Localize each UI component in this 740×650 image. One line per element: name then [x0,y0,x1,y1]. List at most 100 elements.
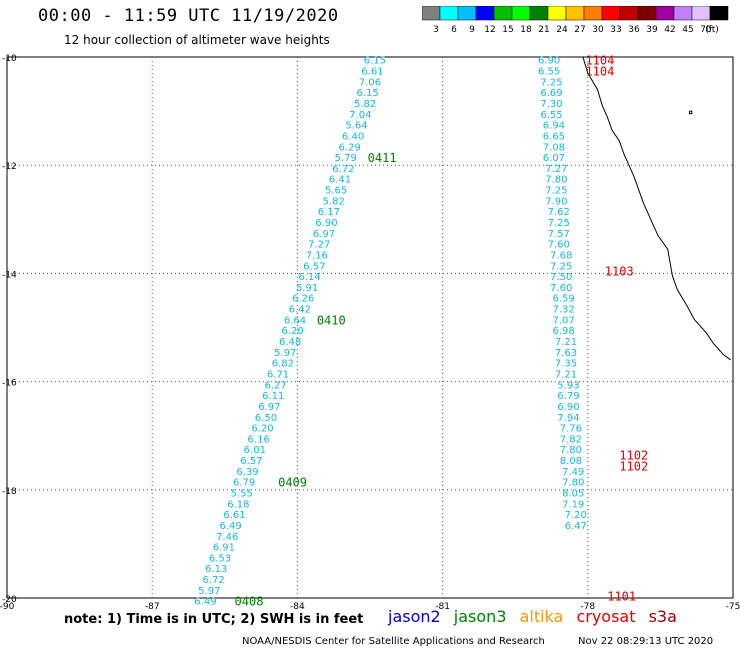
swh-value-label: 7.27 [545,164,567,175]
swh-value-label: 7.20 [565,510,587,521]
swh-value-label: 6.91 [213,543,235,554]
swh-value-label: 6.15 [364,56,386,67]
swh-value-label: 5.55 [231,489,253,500]
swh-value-label: 6.47 [565,521,587,532]
swh-value-label: 6.90 [557,402,579,413]
x-tick-label: -90 [0,602,15,612]
swh-value-label: 6.17 [318,207,340,218]
swh-value-label: 6.55 [540,110,562,121]
swh-value-label: 7.60 [548,240,570,251]
x-tick-label: -81 [435,602,450,612]
swh-value-label: 6.97 [313,229,335,240]
x-tick-label: -87 [145,602,160,612]
swh-value-label: 7.57 [548,229,570,240]
mission-label-jason3: jason3 [453,607,507,626]
swh-value-label: 6.72 [203,575,225,586]
swh-value-label: 7.80 [562,478,584,489]
swh-value-label: 6.71 [267,369,289,380]
swh-value-label: 7.35 [555,359,577,370]
swh-value-label: 6.01 [244,445,266,456]
swh-value-label: 6.15 [356,88,378,99]
swh-value-label: 6.07 [543,153,565,164]
swh-value-label: 7.19 [562,499,584,510]
swh-value-label: 5.65 [325,186,347,197]
pass-time-label: 0411 [368,151,397,165]
swh-value-label: 6.72 [332,164,354,175]
swh-value-label: 7.25 [545,186,567,197]
wave-height-color-scale: 3 6 9 12 15 18 21 24 27 30 33 36 39 42 45 70(ft) [422,6,729,35]
swh-value-label: 6.14 [298,272,320,283]
scale-label: 70 [700,25,712,35]
mission-label-s3a: s3a [648,607,677,626]
swh-value-label: 6.18 [227,499,249,510]
scale-label: 39 [646,25,658,35]
swh-value-label: 6.90 [315,218,337,229]
swh-value-label: 6.13 [205,564,227,575]
mission-label-cryosat: cryosat [576,607,636,626]
swh-value-label: 6.27 [264,380,286,391]
y-tick-label: -14 [2,270,17,280]
y-tick-label: -16 [2,379,17,389]
y-tick-label: -18 [2,487,17,497]
swh-value-label: 5.97 [198,586,220,597]
swh-value-label: 7.50 [550,272,572,283]
mission-label-altika: altika [519,607,564,626]
swh-value-label: 5.82 [323,196,345,207]
swh-value-label: 7.30 [540,99,562,110]
swh-value-label: 7.25 [550,261,572,272]
mission-label-jason2: jason2 [388,607,441,626]
scale-label: 18 [520,25,532,35]
mission-legend: jason2 jason3 altika cryosat s3a [388,607,685,626]
legend-note: note: 1) Time is in UTC; 2) SWH is in fe… [64,612,364,627]
swh-value-label: 7.06 [359,77,381,88]
pass-time-label: 1102 [619,449,648,463]
swh-value-label: 5.64 [345,121,367,132]
swh-value-label: 6.79 [557,391,579,402]
swh-value-label: 6.11 [262,391,284,402]
pass-time-label: 1104 [585,65,614,79]
scale-label: 30 [592,25,604,35]
swh-value-label: 7.07 [552,315,574,326]
swh-value-label: 7.04 [349,110,371,121]
swh-value-label: 7.25 [540,77,562,88]
footer-credit: NOAA/NESDIS Center for Satellite Applica… [242,636,545,647]
swh-value-label: 6.55 [538,67,560,78]
swh-value-label: 6.20 [281,326,303,337]
swh-value-label: 7.32 [552,305,574,316]
swh-value-label: 6.53 [209,553,231,564]
swh-value-label: 7.25 [548,218,570,229]
swh-value-label: 6.26 [292,294,314,305]
swh-value-label: 7.94 [557,413,579,424]
pass-time-label: 1102 [619,459,648,473]
scale-label: 12 [484,25,495,35]
x-tick-label: -84 [290,602,305,612]
swh-value-label: 5.79 [335,153,357,164]
swh-value-label: 6.57 [303,261,325,272]
swh-value-label: 6.42 [289,305,311,316]
scale-label: 15 [502,25,513,35]
swh-value-label: 7.49 [562,467,584,478]
swh-value-label: 6.59 [552,294,574,305]
coastline [582,56,731,361]
swh-value-label: 6.49 [194,597,216,608]
swh-value-label: 6.69 [540,88,562,99]
swh-value-label: 7.60 [550,283,572,294]
scale-swatch [709,6,729,21]
swh-value-label: 7.21 [555,369,577,380]
swh-value-label: 6.79 [233,478,255,489]
pass-time-label: 1103 [605,265,634,279]
swh-value-label: 5.82 [354,99,376,110]
swh-value-label: 7.27 [308,240,330,251]
swh-value-label: 7.82 [560,434,582,445]
scale-label: 27 [574,25,585,35]
swh-value-label: 7.08 [543,142,565,153]
swh-value-label: 6.20 [251,424,273,435]
swh-value-label: 7.16 [306,250,328,261]
scale-label: 33 [610,25,621,35]
y-tick-label: -10 [2,54,17,64]
island-outline [688,110,693,115]
pass-time-label: 0410 [317,313,346,327]
swh-value-label: 6.97 [258,402,280,413]
swh-value-label: 6.50 [255,413,277,424]
